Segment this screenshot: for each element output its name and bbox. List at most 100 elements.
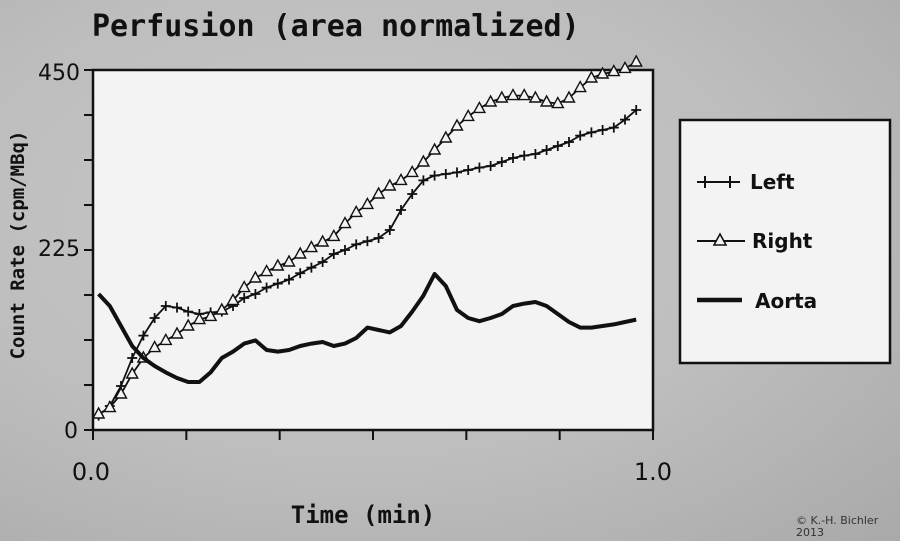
data-point-left: [183, 306, 194, 317]
data-point-right: [327, 228, 341, 242]
data-point-right: [495, 90, 509, 103]
data-point-left: [485, 161, 496, 171]
data-point-right: [539, 94, 554, 107]
data-point-right: [573, 80, 587, 93]
y-axis-ticks: [84, 69, 93, 431]
data-point-left: [328, 249, 339, 259]
data-point-left: [440, 169, 451, 179]
data-point-right: [215, 302, 229, 315]
data-point-right: [304, 240, 319, 253]
data-point-right: [114, 386, 128, 399]
data-point-right: [147, 340, 162, 353]
data-point-left: [429, 170, 440, 181]
data-point-right: [259, 264, 274, 277]
data-point-left: [463, 165, 474, 175]
data-point-right: [439, 130, 453, 143]
data-point-left: [384, 225, 395, 235]
data-point-right: [629, 54, 643, 67]
data-point-right: [371, 186, 386, 199]
data-point-right: [103, 400, 117, 413]
data-point-right: [383, 178, 397, 191]
data-point-right: [618, 60, 632, 74]
data-point-right: [349, 204, 363, 218]
data-point-left: [474, 162, 485, 173]
data-point-right: [237, 280, 251, 293]
data-point-right: [416, 154, 431, 167]
data-point-left: [284, 274, 294, 285]
data-point-right: [517, 88, 531, 101]
data-point-right: [461, 108, 475, 122]
y-axis-label: Count Rate (cpm/MBq): [7, 131, 29, 360]
copyright-notice: © K.-H. Bichler 2013: [796, 515, 896, 539]
data-point-left: [620, 114, 630, 125]
data-point-left: [530, 149, 541, 159]
data-point-left: [597, 125, 608, 135]
data-point-left: [564, 137, 574, 147]
data-point-left: [362, 236, 373, 247]
data-point-right: [394, 172, 408, 186]
data-point-left: [138, 330, 149, 341]
data-point-left: [340, 245, 350, 255]
x-axis-ticks: [92, 430, 654, 440]
x-axis-label: Time (min): [291, 501, 436, 529]
data-point-right: [159, 332, 173, 346]
data-point-right: [91, 406, 106, 419]
data-point-left: [250, 289, 261, 299]
x-tick-label-1: 1.0: [634, 458, 672, 486]
legend-label-right: Right: [752, 229, 813, 253]
data-point-left: [127, 353, 138, 363]
series-line-aorta: [97, 272, 637, 384]
plot-area: [91, 68, 655, 432]
data-point-right: [595, 66, 610, 79]
data-point-right: [360, 196, 375, 210]
data-point-left: [496, 157, 507, 167]
data-point-right: [125, 366, 139, 379]
data-point-left: [452, 167, 462, 178]
data-point-right: [181, 318, 195, 331]
data-point-right: [226, 292, 240, 306]
data-point-left: [519, 150, 530, 161]
data-point-right: [551, 96, 565, 109]
data-point-right: [607, 64, 621, 77]
series-layer: [91, 54, 643, 421]
y-tick-label-2: 450: [38, 61, 80, 86]
data-point-left: [306, 262, 317, 273]
data-point-left: [272, 278, 283, 289]
legend: Left Right Aorta: [678, 118, 892, 365]
data-point-left: [239, 293, 250, 303]
data-point-right: [338, 216, 352, 229]
data-point-left: [160, 301, 171, 311]
data-point-right: [450, 118, 464, 131]
copyright-line2: 2013: [796, 526, 824, 539]
data-point-right: [483, 94, 498, 107]
data-point-right: [248, 270, 263, 283]
data-point-left: [608, 122, 619, 133]
data-point-right: [282, 254, 296, 267]
data-point-left: [508, 153, 518, 163]
data-point-right: [293, 246, 307, 259]
data-point-left: [407, 189, 418, 199]
data-point-left: [541, 145, 552, 155]
data-point-right: [528, 90, 543, 103]
data-point-left: [373, 233, 384, 243]
chart-title: Perfusion (area normalized): [92, 9, 580, 44]
data-point-right: [506, 88, 520, 101]
data-point-right: [192, 312, 207, 325]
data-point-right: [562, 90, 576, 103]
y-tick-label-1: 225: [38, 237, 80, 262]
data-point-left: [261, 282, 272, 293]
legend-label-left: Left: [750, 170, 795, 194]
data-point-right: [271, 258, 285, 271]
x-tick-label-0: 0.0: [72, 458, 110, 486]
data-point-right: [584, 70, 599, 83]
data-point-right: [427, 142, 442, 155]
data-point-left: [631, 105, 642, 115]
legend-marker-right: [712, 232, 728, 246]
data-point-right: [405, 164, 419, 178]
data-point-left: [586, 127, 597, 138]
legend-label-aorta: Aorta: [755, 289, 817, 313]
data-point-left: [149, 313, 160, 323]
y-tick-label-0: 0: [64, 419, 78, 444]
data-point-right: [315, 234, 330, 247]
